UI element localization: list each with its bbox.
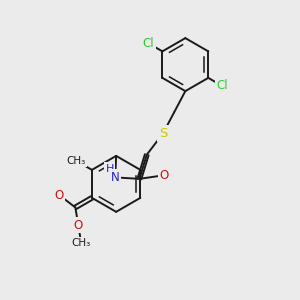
Text: Cl: Cl (142, 37, 154, 50)
Text: O: O (159, 169, 168, 182)
Text: N: N (111, 171, 120, 184)
Text: O: O (74, 219, 83, 232)
Text: S: S (159, 127, 167, 140)
Text: Cl: Cl (217, 80, 228, 92)
Text: CH₃: CH₃ (67, 156, 86, 166)
Text: O: O (55, 188, 64, 202)
Text: H: H (106, 164, 114, 173)
Text: CH₃: CH₃ (72, 238, 91, 248)
